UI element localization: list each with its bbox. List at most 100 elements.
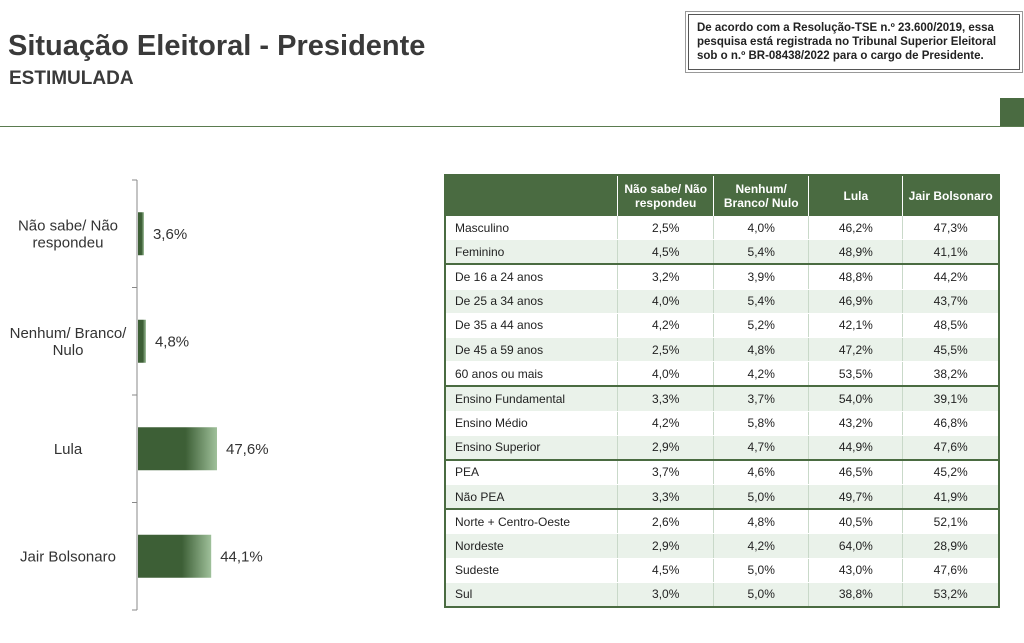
category-label: Lula — [54, 441, 83, 458]
table-cell: 4,2% — [713, 361, 809, 387]
table-cell: 5,4% — [713, 239, 809, 265]
table-row: Não PEA 3,3% 5,0% 49,7% 41,9% — [445, 484, 999, 510]
table-cell: 41,1% — [902, 239, 999, 265]
table-cell: 52,1% — [902, 508, 999, 535]
table-cell: 53,5% — [808, 361, 903, 387]
table-cell: 2,9% — [617, 435, 714, 461]
page-tab-marker — [1000, 98, 1024, 126]
column-header-line: Jair Bolsonaro — [908, 189, 993, 203]
table-row: De 16 a 24 anos 3,2% 3,9% 48,8% 44,2% — [445, 263, 999, 290]
table-row: Feminino 4,5% 5,4% 48,9% 41,1% — [445, 239, 999, 265]
table-cell: 4,2% — [617, 411, 714, 436]
table-row: Norte + Centro-Oeste 2,6% 4,8% 40,5% 52,1% — [445, 508, 999, 535]
table-row: PEA 3,7% 4,6% 46,5% 45,2% — [445, 458, 999, 486]
table-row: Sudeste 4,5% 5,0% 43,0% 47,6% — [445, 558, 999, 583]
row-label: Ensino Médio — [445, 411, 618, 436]
bar-value-label: 3,6% — [153, 226, 187, 243]
row-label: Sudeste — [445, 558, 618, 583]
category-label: Nenhum/ Branco/ — [10, 325, 128, 342]
table-cell: 41,9% — [902, 484, 999, 510]
bar — [138, 534, 212, 578]
table-cell: 45,5% — [902, 337, 999, 363]
table-cell: 4,0% — [617, 289, 714, 314]
table-cell: 5,8% — [713, 411, 809, 436]
registration-notice: De acordo com a Resolução-TSE n.º 23.600… — [685, 11, 1023, 73]
table-cell: 4,8% — [713, 337, 809, 363]
table-cell: 3,9% — [713, 263, 809, 290]
table-cell: 48,9% — [808, 239, 903, 265]
table-cell: 54,0% — [808, 385, 903, 412]
table-cell: 4,2% — [617, 313, 714, 338]
column-header-bolsonaro: Jair Bolsonaro — [902, 175, 999, 216]
table-row: Ensino Médio 4,2% 5,8% 43,2% 46,8% — [445, 411, 999, 436]
table-cell: 4,5% — [617, 239, 714, 265]
table-cell: 53,2% — [902, 582, 999, 608]
column-header-nao-sabe: Não sabe/ Não respondeu — [617, 175, 714, 216]
row-label: Nordeste — [445, 533, 618, 559]
table-cell: 43,7% — [902, 289, 999, 314]
bar — [138, 427, 217, 471]
table-cell: 64,0% — [808, 533, 903, 559]
table-cell: 2,9% — [617, 533, 714, 559]
table-row: De 25 a 34 anos 4,0% 5,4% 46,9% 43,7% — [445, 289, 999, 314]
table-cell: 38,2% — [902, 361, 999, 387]
table-cell: 2,5% — [617, 216, 714, 241]
table-row: 60 anos ou mais 4,0% 4,2% 53,5% 38,2% — [445, 361, 999, 387]
category-label: Nulo — [53, 342, 84, 359]
bar-value-label: 47,6% — [226, 441, 269, 458]
registration-line: De acordo com a Resolução-TSE n.º 23.600… — [697, 22, 994, 34]
table-row: De 35 a 44 anos 4,2% 5,2% 42,1% 48,5% — [445, 313, 999, 338]
table-cell: 4,7% — [713, 435, 809, 461]
column-header-lula: Lula — [808, 175, 903, 216]
crosstab-table: Não sabe/ Não respondeu Nenhum/ Branco/ … — [444, 174, 1000, 608]
table-row: Ensino Fundamental 3,3% 3,7% 54,0% 39,1% — [445, 385, 999, 412]
table-cell: 4,5% — [617, 558, 714, 583]
table-body: Masculino 2,5% 4,0% 46,2% 47,3% Feminino 4,5% 5… — [445, 216, 999, 608]
table-cell: 5,0% — [713, 582, 809, 608]
table-cell: 5,2% — [713, 313, 809, 338]
table-cell: 5,0% — [713, 558, 809, 583]
table-cell: 46,2% — [808, 216, 903, 241]
column-header-line: respondeu — [635, 196, 697, 210]
row-label: De 25 a 34 anos — [445, 289, 618, 314]
table-row: De 45 a 59 anos 2,5% 4,8% 47,2% 45,5% — [445, 337, 999, 363]
row-label: Não PEA — [445, 484, 618, 510]
table-cell: 47,6% — [902, 435, 999, 461]
table-cell: 4,0% — [617, 361, 714, 387]
row-label: Norte + Centro-Oeste — [445, 508, 618, 535]
table-cell: 39,1% — [902, 385, 999, 412]
row-label: De 45 a 59 anos — [445, 337, 618, 363]
table-cell: 4,0% — [713, 216, 809, 241]
row-label: Ensino Superior — [445, 435, 618, 461]
table-cell: 43,0% — [808, 558, 903, 583]
table-cell: 38,8% — [808, 582, 903, 608]
page-subtitle: ESTIMULADA — [9, 68, 134, 89]
table-cell: 44,9% — [808, 435, 903, 461]
category-label: Jair Bolsonaro — [20, 548, 116, 565]
table-row: Ensino Superior 2,9% 4,7% 44,9% 47,6% — [445, 435, 999, 461]
table-cell: 47,3% — [902, 216, 999, 241]
registration-line: sob o n.º BR-08438/2022 para o cargo de … — [697, 50, 984, 62]
table-cell: 3,3% — [617, 385, 714, 412]
table-cell: 47,2% — [808, 337, 903, 363]
table-cell: 2,5% — [617, 337, 714, 363]
registration-line: pesquisa está registrada no Tribunal Sup… — [697, 36, 997, 48]
table-cell: 40,5% — [808, 508, 903, 535]
category-label: respondeu — [33, 234, 104, 251]
table-cell: 48,5% — [902, 313, 999, 338]
table-cell: 46,9% — [808, 289, 903, 314]
table-header-row: Não sabe/ Não respondeu Nenhum/ Branco/ … — [445, 175, 999, 216]
table-cell: 4,8% — [713, 508, 809, 535]
column-header-nenhum: Nenhum/ Branco/ Nulo — [713, 175, 809, 216]
table-cell: 3,2% — [617, 263, 714, 290]
table-cell: 48,8% — [808, 263, 903, 290]
table-row: Sul 3,0% 5,0% 38,8% 53,2% — [445, 582, 999, 608]
bar — [138, 319, 146, 363]
header-divider — [0, 126, 1024, 127]
bar-value-label: 4,8% — [155, 333, 189, 350]
column-header-line: Nenhum/ — [735, 182, 787, 196]
table-cell: 5,0% — [713, 484, 809, 510]
page-title: Situação Eleitoral - Presidente — [8, 30, 426, 62]
table-cell: 46,5% — [808, 458, 903, 486]
